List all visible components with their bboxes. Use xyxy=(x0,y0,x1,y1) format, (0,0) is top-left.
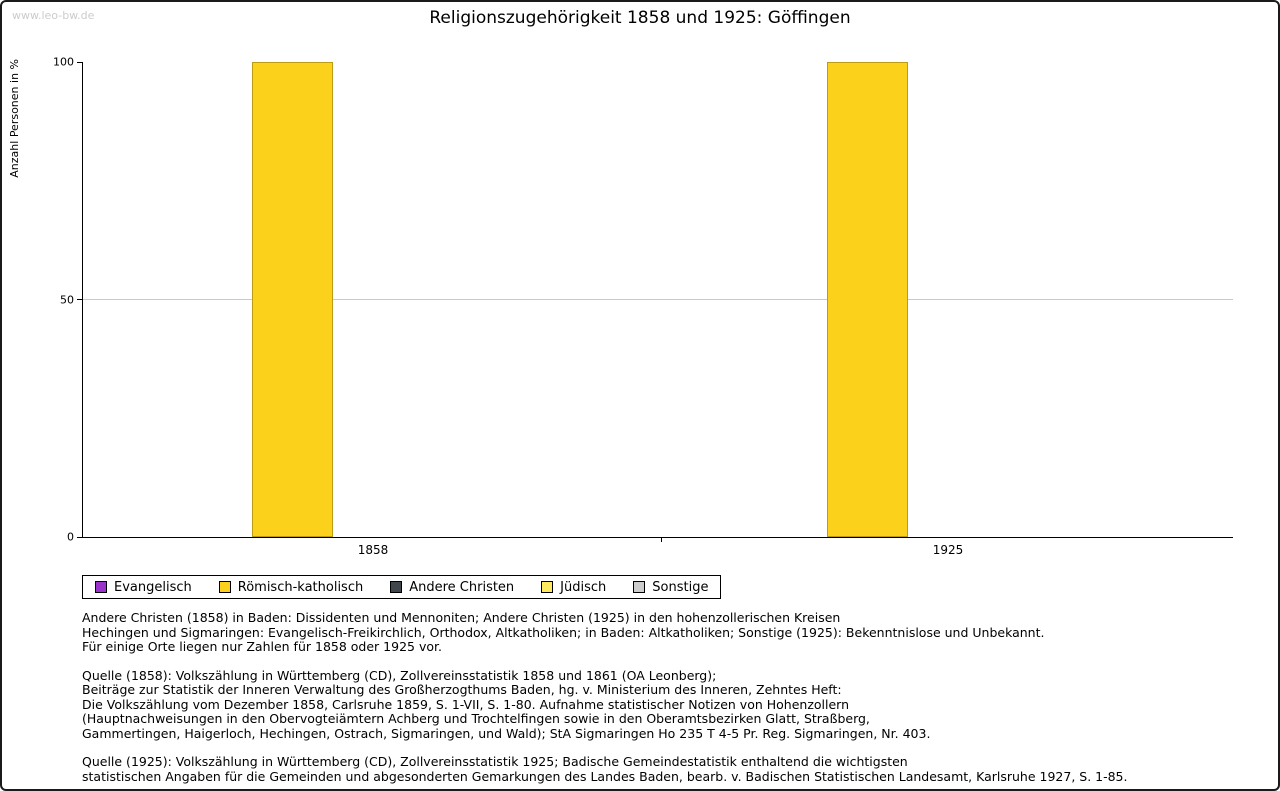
y-axis-label: Anzahl Personen in % xyxy=(8,59,21,178)
legend-label: Sonstige xyxy=(652,579,709,595)
legend-label: Andere Christen xyxy=(409,579,515,595)
footnote-line: statistischen Angaben für die Gemeinden … xyxy=(82,768,1128,784)
legend-item: Evangelisch xyxy=(95,580,192,595)
legend-swatch xyxy=(633,581,646,593)
footnote-paragraph: Quelle (1925): Volkszählung in Württembe… xyxy=(82,754,1128,784)
footnote-line: Hechingen und Sigmaringen: Evangelisch-F… xyxy=(82,624,1045,640)
footnote-paragraph: Andere Christen (1858) in Baden: Disside… xyxy=(82,610,1127,655)
x-tick-label: 1858 xyxy=(357,543,389,557)
x-tick-label: 1925 xyxy=(932,543,964,557)
footnotes: Andere Christen (1858) in Baden: Disside… xyxy=(82,610,1128,789)
legend-swatch xyxy=(390,581,403,593)
y-tick-label: 50 xyxy=(60,293,74,306)
footnote-line: Beiträge zur Statistik der Inneren Verwa… xyxy=(82,682,842,697)
footnote-line: Quelle (1858): Volkszählung in Württembe… xyxy=(82,667,717,683)
x-axis-tick xyxy=(660,538,662,542)
gridline xyxy=(83,299,1233,300)
legend-label: Evangelisch xyxy=(114,579,192,595)
watermark: www.leo-bw.de xyxy=(12,9,95,22)
chart-title: Religionszugehörigkeit 1858 und 1925: Gö… xyxy=(429,8,851,28)
legend-label: Römisch-katholisch xyxy=(237,579,364,595)
footnote-line: Die Volkszählung vom Dezember 1858, Carl… xyxy=(82,696,850,712)
y-tick-label: 100 xyxy=(53,55,74,69)
legend-swatch xyxy=(541,581,554,593)
bar xyxy=(251,62,333,537)
y-tick-label: 0 xyxy=(67,530,74,544)
bar xyxy=(826,62,908,537)
footnote-line: Gammertingen, Haigerloch, Hechingen, Ost… xyxy=(82,725,931,741)
footnote-paragraph: Quelle (1858): Volkszählung in Württembe… xyxy=(82,667,1127,742)
legend-label: Jüdisch xyxy=(560,579,607,595)
footnote-line: (Hauptnachweisungen in den Obervogteiämt… xyxy=(82,711,870,726)
footnote-line: Andere Christen (1858) in Baden: Disside… xyxy=(82,610,841,625)
legend-item: Sonstige xyxy=(633,580,708,595)
footnote-line: Quelle (1925): Volkszählung in Württembe… xyxy=(82,754,908,769)
legend-item: Andere Christen xyxy=(390,580,514,595)
y-axis-tick xyxy=(77,299,82,300)
legend-swatch xyxy=(95,581,107,593)
y-axis-tick xyxy=(77,61,82,63)
footnote-line: Für einige Orte liegen nur Zahlen für 18… xyxy=(82,639,442,654)
legend-item: Jüdisch xyxy=(541,580,606,595)
legend: Evangelisch Römisch-katholisch Andere Chri… xyxy=(82,575,722,599)
y-axis-tick xyxy=(77,536,82,538)
legend-item: Römisch-katholisch xyxy=(218,579,364,595)
plot-area: 0 50 100 1858 1925 xyxy=(53,56,1233,557)
legend-swatch xyxy=(218,581,231,593)
